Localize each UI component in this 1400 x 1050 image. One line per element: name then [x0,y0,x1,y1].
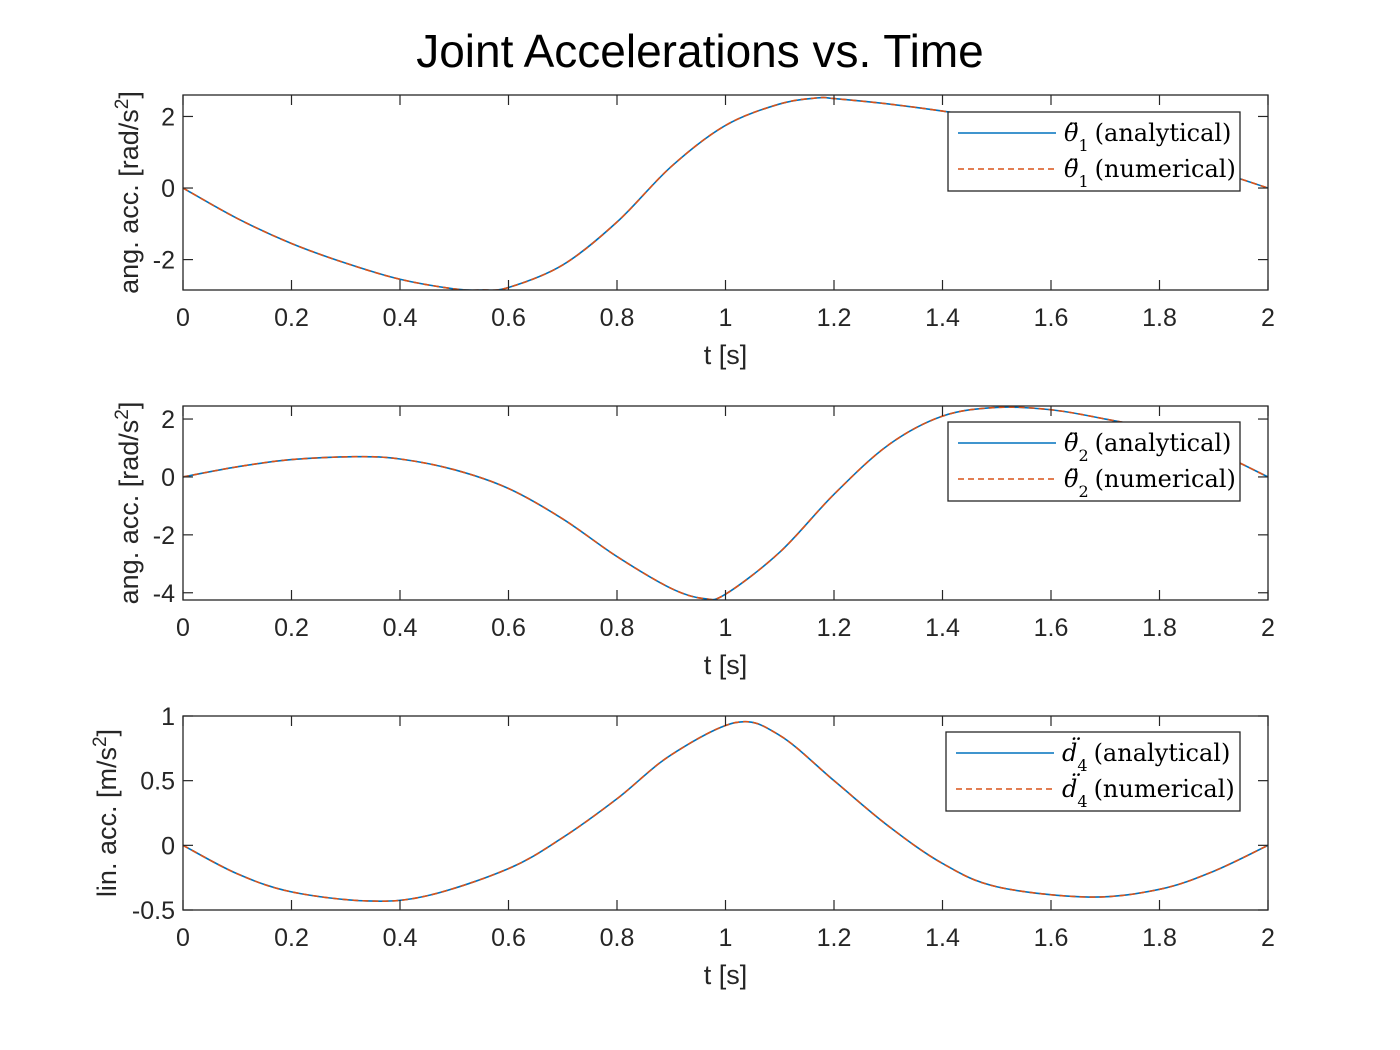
y-tick-label: 0 [161,464,175,492]
legend-math-subscript: 4 [1077,792,1087,811]
x-tick-label: 1.8 [1142,304,1177,332]
y-axis-label-close: ] [92,729,122,737]
x-axis-label: t [s] [704,650,748,680]
x-tick-label: 0 [176,924,190,952]
y-tick-label: 1 [161,703,175,731]
x-tick-label: 1.8 [1142,924,1177,952]
x-tick-label: 1.2 [817,614,852,642]
x-tick-label: 1.4 [925,924,960,952]
x-tick-label: 1.2 [817,304,852,332]
legend-math-symbol: d̈ [1062,737,1080,767]
y-axis-label: ang. acc. [rad/s2] [112,402,145,605]
legend-entry-name: (numerical) [1095,155,1236,183]
x-tick-label: 0.6 [491,304,526,332]
legend-math-subscript: 2 [1078,482,1088,501]
series-group [183,720,1268,902]
legend-math-symbol: θ̈ [1064,465,1079,493]
subplot-3: 0 0.2 0.4 0.6 0.8 1 1.2 1.4 1.6 1.8 2-0.500.51t [s… [90,703,1275,990]
legend[interactable]: d̈4 (analytical)d̈4 (numerical) [945,731,1241,812]
x-tick-label: 2 [1261,614,1275,642]
x-tick-label: 1.2 [817,924,852,952]
legend-entry-label: θ̈2 (numerical) [1064,465,1236,501]
legend[interactable]: θ̈2 (analytical)θ̈2 (numerical) [947,421,1241,502]
legend[interactable]: θ̈1 (analytical)θ̈1 (numerical) [947,111,1241,192]
y-tick-label: 2 [161,406,175,434]
legend-math-symbol: θ̈ [1064,119,1079,147]
y-axis-label-main: ang. acc. [rad/s [114,109,144,294]
legend-entry-name: (analytical) [1095,429,1232,457]
subplots: 0 0.2 0.4 0.6 0.8 1 1.2 1.4 1.6 1.8 2 -2 0 2 t [s] ang.… [90,91,1275,990]
series-line-numerical [183,720,1268,902]
legend-math-subscript: 2 [1078,446,1088,465]
y-axis-label-superscript: 2 [112,409,133,420]
series-line-numerical [183,406,1268,600]
y-tick-label: -2 [153,247,175,275]
y-tick-label: -4 [153,580,175,608]
y-axis-label: lin. acc. [m/s2] [90,729,123,897]
y-axis-label: ang. acc. [rad/s2] [112,91,145,294]
x-tick-label: 1 [719,304,733,332]
x-tick-label: 0.4 [383,924,418,952]
y-tick-label: 2 [161,103,175,131]
legend-math-symbol: θ̈ [1064,429,1079,457]
x-tick-label: 0.2 [274,614,309,642]
x-axis-label: t [s] [704,960,748,990]
x-tick-label: 1.6 [1034,924,1069,952]
x-tick-label: 1.4 [925,304,960,332]
legend-entry-name: (numerical) [1094,775,1235,803]
legend-math-subscript: 4 [1077,756,1087,775]
x-tick-label: 0.6 [491,924,526,952]
x-tick-label: 0.2 [274,924,309,952]
legend-entry-name: (numerical) [1095,465,1236,493]
x-tick-label: 0.4 [383,304,418,332]
legend-box [945,731,1241,812]
x-axis-label: t [s] [704,340,748,370]
x-tick-label: 0 [176,304,190,332]
x-tick-label: 0.4 [383,614,418,642]
y-axis-label-main: lin. acc. [m/s [92,747,122,897]
y-axis-label-close: ] [114,91,144,99]
x-tick-label: 2 [1261,924,1275,952]
x-tick-label: 0.6 [491,614,526,642]
y-tick-label: -0.5 [132,897,175,925]
legend-box [947,421,1241,502]
x-tick-label: 1.4 [925,614,960,642]
x-tick-label: 0.8 [600,304,635,332]
y-axis-label-main: ang. acc. [rad/s [114,420,144,605]
x-tick-label: 1 [719,614,733,642]
y-tick-label: 0 [161,175,175,203]
x-tick-label: 0.2 [274,304,309,332]
x-tick-label: 0 [176,614,190,642]
x-tick-label: 0.8 [600,614,635,642]
subplot-1: 0 0.2 0.4 0.6 0.8 1 1.2 1.4 1.6 1.8 2 -2 0 2 t [s] ang.… [112,91,1275,370]
figure-title: Joint Accelerations vs. Time [416,25,984,77]
legend-math-subscript: 1 [1078,172,1088,191]
legend-entry-name: (analytical) [1095,119,1232,147]
legend-math-subscript: 1 [1078,136,1088,155]
x-tick-label: 2 [1261,304,1275,332]
y-axis-label-close: ] [114,402,144,410]
legend-entry-label: θ̈2 (analytical) [1064,429,1231,465]
legend-math-symbol: θ̈ [1064,155,1079,183]
subplot-2: 0 0.2 0.4 0.6 0.8 1 1.2 1.4 1.6 1.8 2 -4 -2 0 2 t [s] an… [112,402,1275,680]
x-tick-label: 1.8 [1142,614,1177,642]
x-tick-label: 1 [719,924,733,952]
legend-entry-label: θ̈1 (numerical) [1064,155,1236,191]
y-tick-label: -2 [153,522,175,550]
x-tick-label: 1.6 [1034,304,1069,332]
legend-box [947,111,1241,192]
y-axis-label-superscript: 2 [90,736,111,747]
legend-entry-label: θ̈1 (analytical) [1064,119,1231,155]
legend-entry-label: d̈4 (numerical) [1062,773,1235,811]
y-tick-label: 0 [161,832,175,860]
x-tick-label: 1.6 [1034,614,1069,642]
y-tick-label: 0.5 [140,768,175,796]
y-axis-label-superscript: 2 [112,99,133,110]
legend-entry-label: d̈4 (analytical) [1062,737,1230,775]
legend-math-symbol: d̈ [1062,773,1080,803]
x-tick-label: 0.8 [600,924,635,952]
legend-entry-name: (analytical) [1094,739,1231,767]
